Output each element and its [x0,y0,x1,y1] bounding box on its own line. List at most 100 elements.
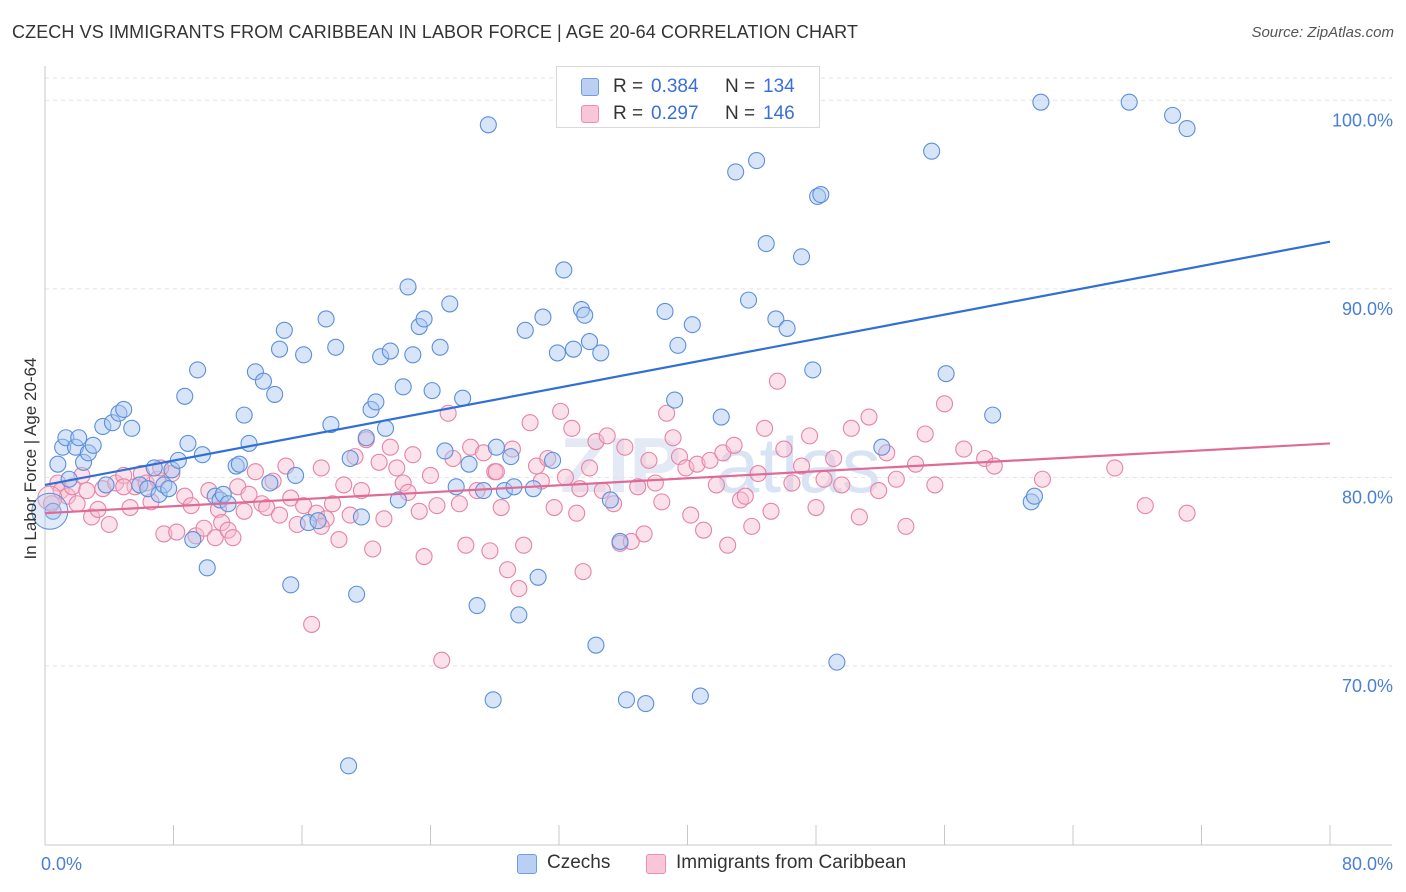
caribbean-point [474,444,493,462]
czech-point [778,319,796,337]
caribbean-point [677,459,695,477]
czech-point [389,491,407,509]
y-tick-label: 90.0% [1342,299,1393,319]
czech-point [372,348,390,366]
caribbean-point [375,510,393,528]
caribbean-point [743,517,761,535]
czech-point [1022,493,1040,511]
caribbean-point [801,427,819,445]
czech-point [214,485,232,503]
czech-point [484,691,502,709]
caribbean-point [707,476,725,494]
caribbean-point [394,474,412,492]
czech-point [198,559,216,577]
caribbean-point [176,487,194,505]
caribbean-point [563,419,581,437]
caribbean-point [792,457,811,475]
caribbean-point [635,525,653,543]
czech-point [266,385,284,403]
czech-point [123,419,141,437]
caribbean-point [68,495,86,513]
czech-swatch [581,78,599,96]
czech-point [275,321,293,339]
caribbean-point [887,470,905,488]
correlation-legend: R = 0.384 N = 134 R = 0.297 N = 146 [556,66,820,128]
caribbean-point [916,425,934,443]
czech-point [176,387,194,405]
czech-point [617,691,636,709]
caribbean-point [701,451,719,469]
caribbean-point [725,436,743,454]
caribbean-swatch [581,105,599,123]
czech-point [309,512,327,530]
czech-point [611,532,629,551]
caribbean-point [860,408,878,426]
caribbean-trend-line [44,442,1331,515]
caribbean-point [768,372,787,390]
czech-point [150,485,168,503]
caribbean-point [545,498,563,517]
caribbean-point [736,487,754,505]
czech-point [261,474,279,492]
czech-point [139,480,157,498]
czech-point [487,438,505,456]
caribbean-point [935,395,954,413]
czech-point [270,340,289,358]
czech-point [230,455,248,473]
caribbean-point [1178,504,1196,522]
caribbean-point [825,449,843,468]
caribbean-point [783,474,801,492]
caribbean-legend-swatch [646,854,666,874]
caribbean-r-label: R = [613,103,644,124]
czech-point [572,301,591,319]
czech-point [548,344,566,362]
czech-point [727,163,745,181]
caribbean-point [428,497,446,515]
czech-point [460,455,478,473]
caribbean-point [1136,497,1154,515]
czech-n-value: 134 [763,76,795,97]
czech-point [923,142,941,160]
caribbean-point [815,470,833,488]
caribbean-point [775,440,793,458]
czech-point [757,235,775,253]
caribbean-point [462,438,480,456]
caribbean-point [335,476,353,494]
czech-point [415,310,433,328]
caribbean-point [100,515,118,534]
caribbean-point [515,536,533,554]
caribbean-point [370,453,388,471]
x-tick-label-min: 0.0% [41,854,82,874]
czech-point [131,476,149,494]
caribbean-point [719,536,737,554]
czech-point [529,568,547,586]
caribbean-point [658,404,676,422]
caribbean-point [695,521,713,539]
czech-point [580,333,599,351]
czech-point [1032,93,1050,111]
caribbean-point [381,438,399,456]
czech-point [348,585,366,603]
czech-point [767,310,785,328]
caribbean-point [78,482,96,500]
czech-point [601,491,619,509]
caribbean-point [568,504,586,522]
czech-point [317,310,335,328]
caribbean-point [224,529,242,547]
caribbean-point [433,651,451,669]
caribbean-point [688,455,706,473]
y-axis-title: In Labor Force | Age 20-64 [21,358,40,560]
czech-trend-line [44,240,1331,486]
caribbean-point [556,468,574,486]
czech-point [376,419,395,437]
czech-point [524,480,542,498]
czech-point [495,482,513,500]
czech-point [97,476,115,494]
caribbean-point [410,502,428,520]
czech-point [587,636,605,654]
czech-point [49,455,67,473]
czech-point [367,393,385,411]
caribbean-point [492,498,510,517]
czech-point [436,442,454,460]
